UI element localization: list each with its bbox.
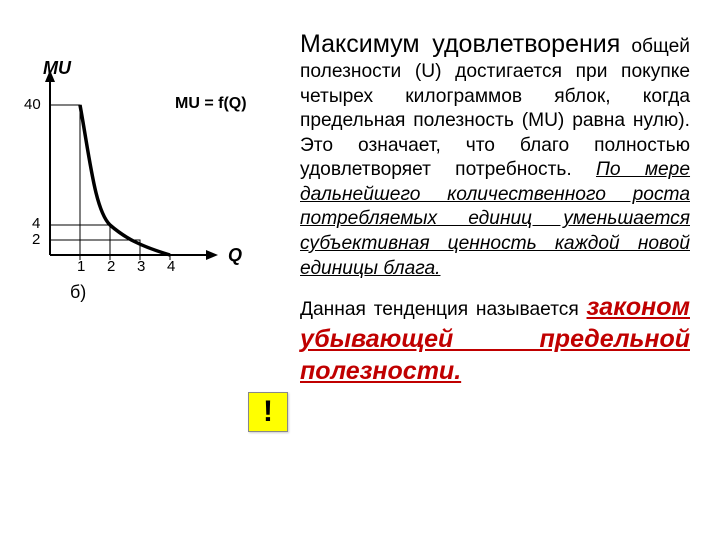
paragraph-2: Данная тенденция называется законом убыв… <box>300 291 690 387</box>
mu-chart: MU = f(Q) MU Q 40 4 2 1 2 3 4 б) <box>10 20 270 300</box>
body-2-pre: Данная тенденция называется <box>300 299 587 320</box>
attention-callout: ! <box>248 392 288 432</box>
lead-phrase: Максимум удовлетворения <box>300 30 620 58</box>
chart-svg <box>10 70 240 280</box>
exclamation-icon: ! <box>263 395 273 429</box>
panel-label: б) <box>70 282 86 303</box>
paragraph-1: Максимум удовлетворения общей полезности… <box>300 28 690 281</box>
